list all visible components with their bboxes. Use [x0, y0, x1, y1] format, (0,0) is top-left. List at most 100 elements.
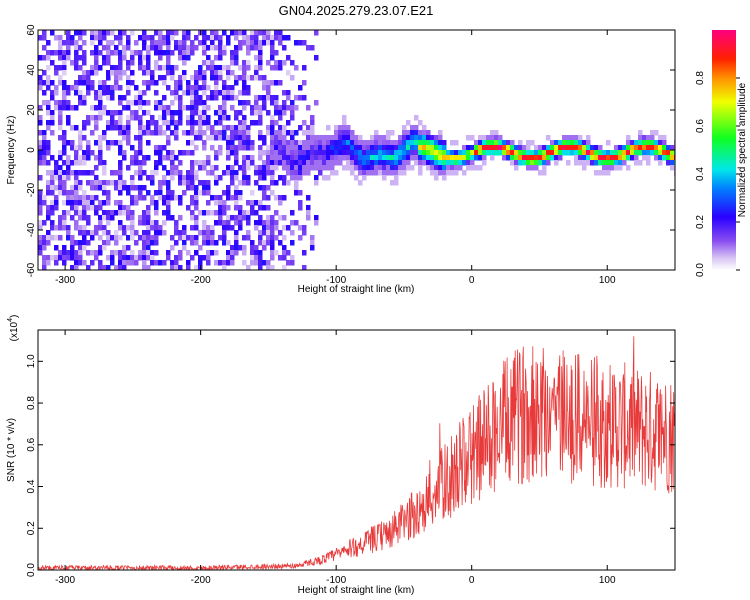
- spectrogram-cell: [182, 70, 187, 76]
- spectrogram-cell: [158, 180, 163, 186]
- spectrogram-cell: [38, 240, 43, 246]
- spectrogram-cell: [162, 80, 167, 86]
- spectrogram-cell: [78, 65, 83, 71]
- spectrogram-cell: [178, 180, 183, 186]
- spectrogram-cell: [234, 220, 239, 226]
- spectrogram-cell: [402, 140, 407, 146]
- spectrogram-cell: [126, 100, 131, 106]
- spectrogram-cell: [258, 110, 263, 116]
- spectrogram-cell: [418, 120, 423, 126]
- spectrogram-cell: [126, 235, 131, 241]
- spectrogram-cell: [78, 45, 83, 51]
- spectrogram-cell: [266, 260, 271, 266]
- spectrogram-cell: [122, 225, 127, 231]
- spectrogram-cell: [582, 155, 587, 161]
- spectrogram-cell: [526, 160, 531, 166]
- spectrogram-cell: [390, 130, 395, 136]
- spectrogram-cell: [166, 105, 171, 111]
- spectrogram-cell: [206, 185, 211, 191]
- spectrogram-cell: [58, 45, 63, 51]
- spectrogram-cell: [158, 55, 163, 61]
- spectrogram-cell: [230, 140, 235, 146]
- spectrogram-cell: [654, 150, 659, 156]
- spectrogram-cell: [286, 145, 291, 151]
- spectrogram-cell: [358, 140, 363, 146]
- spectrogram-cell: [126, 210, 131, 216]
- spectrogram-cell: [46, 65, 51, 71]
- spectrogram-cell: [202, 165, 207, 171]
- spectrogram-cell: [266, 110, 271, 116]
- spectrogram-cell: [66, 170, 71, 176]
- spectrogram-cell: [154, 250, 159, 256]
- spectrogram-cell: [290, 105, 295, 111]
- spectrogram-cell: [290, 220, 295, 226]
- spectrogram-cell: [142, 110, 147, 116]
- spectrogram-cell: [174, 220, 179, 226]
- spectrogram-cell: [394, 140, 399, 146]
- spectrogram-cell: [166, 50, 171, 56]
- spectrogram-cell: [626, 155, 631, 161]
- spectrogram-cell: [198, 245, 203, 251]
- spectrogram-cell: [238, 130, 243, 136]
- spectrogram-cell: [146, 240, 151, 246]
- spectrogram-cell: [142, 265, 147, 270]
- spectrogram-cell: [302, 130, 307, 136]
- spectrogram-cell: [510, 160, 515, 166]
- spectrogram-cell: [646, 135, 651, 141]
- spectrogram-cell: [622, 145, 627, 151]
- spectrogram-cell: [110, 260, 115, 266]
- spectrogram-cell: [150, 220, 155, 226]
- spectrogram-cell: [322, 175, 327, 181]
- spectrogram-cell: [154, 65, 159, 71]
- spectrogram-cell: [262, 230, 267, 236]
- spectrogram-cell: [286, 150, 291, 156]
- spectrogram-cell: [622, 150, 627, 156]
- spectrogram-cell: [142, 220, 147, 226]
- spectrogram-cell: [270, 235, 275, 241]
- spectrogram-cell: [302, 150, 307, 156]
- spectrogram-cell: [302, 170, 307, 176]
- spectrogram-cell: [250, 35, 255, 41]
- spectrogram-cell: [214, 90, 219, 96]
- spectrogram-cell: [466, 150, 471, 156]
- spectrogram-cell: [270, 180, 275, 186]
- spectrogram-cell: [318, 140, 323, 146]
- spectrogram-cell: [274, 65, 279, 71]
- spectrogram-cell: [274, 95, 279, 101]
- spectrogram-cell: [642, 155, 647, 161]
- spectrogram-cell: [130, 210, 135, 216]
- spectrogram-cell: [366, 150, 371, 156]
- spectrogram-cell: [274, 140, 279, 146]
- spectrogram-cell: [214, 240, 219, 246]
- spectrogram-cell: [258, 235, 263, 241]
- spectrogram-cell: [138, 165, 143, 171]
- spectrogram-cell: [170, 120, 175, 126]
- spectrogram-cell: [70, 195, 75, 201]
- spectrogram-cell: [178, 235, 183, 241]
- spectrogram-cell: [130, 200, 135, 206]
- spectrogram-cell: [114, 120, 119, 126]
- spectrogram-cell: [130, 180, 135, 186]
- spectrogram-cell: [262, 30, 267, 36]
- spectrogram-cell: [198, 180, 203, 186]
- spectrogram-cell: [234, 30, 239, 36]
- spectrogram-cell: [218, 35, 223, 41]
- spectrogram-cell: [306, 155, 311, 161]
- spectrogram-cell: [66, 115, 71, 121]
- spectrogram-cell: [642, 140, 647, 146]
- spectrogram-cell: [126, 205, 131, 211]
- spectrogram-cell: [190, 160, 195, 166]
- spectrogram-cell: [130, 100, 135, 106]
- spectrogram-cell: [258, 60, 263, 66]
- spectrogram-cell: [286, 225, 291, 231]
- spectrogram-cell: [266, 40, 271, 46]
- spectrogram-cell: [54, 165, 59, 171]
- spectrogram-cell: [82, 170, 87, 176]
- spectrogram-cell: [134, 170, 139, 176]
- spectrogram-cell: [278, 40, 283, 46]
- spectrogram-cell: [86, 195, 91, 201]
- spectrogram-cell: [494, 145, 499, 151]
- spectrogram-cell: [38, 205, 43, 211]
- spectrogram-cell: [38, 155, 43, 161]
- spectrogram-cell: [462, 170, 467, 176]
